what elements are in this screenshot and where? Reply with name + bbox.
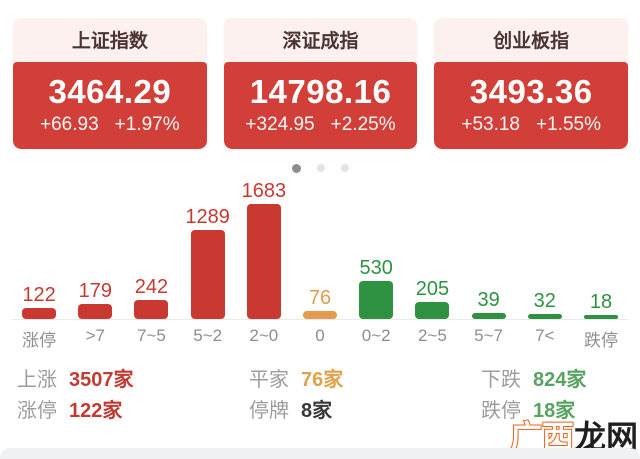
chart-column[interactable]: 1289 bbox=[180, 206, 236, 319]
index-card-body: 3464.29 +66.93 +1.97% bbox=[13, 62, 207, 149]
category-label: 2~5 bbox=[417, 326, 447, 345]
x-axis-line bbox=[11, 319, 629, 320]
chart-column[interactable]: 205 bbox=[404, 278, 460, 319]
summary-value: 8家 bbox=[301, 400, 333, 422]
index-name: 创业板指 bbox=[434, 18, 629, 64]
summary-label: 下跌 bbox=[481, 369, 521, 391]
index-value: 14798.16 bbox=[249, 73, 392, 111]
bar-value-label: 530 bbox=[359, 257, 393, 279]
next-section-edge bbox=[0, 448, 640, 459]
category-label: 7~5 bbox=[137, 326, 166, 345]
index-change-pct: +1.55% bbox=[536, 113, 601, 135]
carousel-dots bbox=[0, 163, 640, 173]
carousel-dot[interactable] bbox=[316, 164, 325, 172]
summary-value: 824家 bbox=[533, 369, 587, 391]
summary-value: 18家 bbox=[533, 400, 576, 422]
bar-value-label: 179 bbox=[78, 280, 112, 302]
bar-chart-plot: 122 179 242 1289 1683 76 530 205 39 32 18 bbox=[11, 178, 629, 319]
bar-chart-categories: 涨停 >7 7~5 5~2 2~0 0 0~2 2~5 5~7 7< 跌停 bbox=[11, 326, 629, 351]
category-label: 7< bbox=[535, 326, 555, 345]
bar[interactable] bbox=[303, 311, 338, 319]
index-card-body: 3493.36 +53.18 +1.55% bbox=[434, 62, 629, 149]
carousel-dot[interactable] bbox=[291, 163, 301, 173]
index-change-pct: +1.97% bbox=[114, 113, 180, 135]
category-label: 5~2 bbox=[193, 326, 223, 345]
chart-column[interactable]: 39 bbox=[461, 289, 517, 319]
carousel-dot[interactable] bbox=[340, 164, 349, 172]
summary-label: 跌停 bbox=[481, 400, 521, 422]
summary-value: 3507家 bbox=[69, 369, 134, 391]
bar-value-label: 1683 bbox=[241, 180, 287, 202]
index-name: 上证指数 bbox=[13, 18, 207, 64]
bar-value-label: 122 bbox=[22, 284, 56, 306]
summary-item: 下跌 824家 bbox=[481, 366, 640, 394]
chart-column[interactable]: 122 bbox=[11, 284, 67, 319]
bar-value-label: 205 bbox=[415, 278, 450, 300]
index-card-chinext[interactable]: 创业板指 3493.36 +53.18 +1.55% bbox=[434, 18, 629, 149]
summary-item: 涨停 122家 bbox=[17, 397, 249, 425]
summary-value: 76家 bbox=[301, 369, 344, 391]
bar[interactable] bbox=[134, 300, 169, 319]
watermark-solid-text: 龙网 bbox=[573, 419, 638, 455]
chart-column[interactable]: 242 bbox=[123, 276, 179, 319]
bar[interactable] bbox=[190, 230, 225, 319]
bar[interactable] bbox=[527, 314, 562, 319]
summary-label: 平家 bbox=[249, 369, 289, 391]
bar-value-label: 242 bbox=[134, 276, 169, 298]
bar-value-label: 1289 bbox=[185, 206, 230, 228]
summary-item: 停牌 8家 bbox=[249, 397, 481, 425]
bar[interactable] bbox=[246, 204, 281, 319]
bar-value-label: 76 bbox=[308, 287, 332, 309]
category-label: 2~0 bbox=[249, 326, 279, 345]
index-change-pct: +2.25% bbox=[330, 113, 396, 135]
bar[interactable] bbox=[359, 281, 394, 319]
index-change-row: +66.93 +1.97% bbox=[40, 114, 180, 136]
bar-value-label: 18 bbox=[589, 291, 613, 313]
summary-item: 平家 76家 bbox=[249, 366, 481, 394]
market-breadth-bar-chart: 122 179 242 1289 1683 76 530 205 39 32 18 涨停 >7 7~5 5… bbox=[0, 178, 640, 351]
bar[interactable] bbox=[415, 302, 450, 319]
chart-column[interactable]: 530 bbox=[348, 257, 404, 319]
index-value: 3493.36 bbox=[469, 73, 593, 111]
bar[interactable] bbox=[583, 315, 618, 319]
index-name: 深证成指 bbox=[223, 18, 418, 64]
summary-item: 跌停 18家 bbox=[481, 397, 640, 425]
summary-label: 上涨 bbox=[17, 369, 57, 391]
market-summary: 上涨 3507家 平家 76家 下跌 824家涨停 122家 停牌 8家 跌停 18家 bbox=[0, 366, 640, 425]
category-label: 0~2 bbox=[361, 326, 391, 345]
bar[interactable] bbox=[78, 304, 113, 319]
category-label: 跌停 bbox=[583, 331, 618, 350]
index-change: +66.93 bbox=[40, 113, 99, 135]
category-label: 5~7 bbox=[474, 326, 504, 345]
index-value: 3464.29 bbox=[48, 73, 172, 111]
bar[interactable] bbox=[22, 308, 57, 319]
category-label: >7 bbox=[85, 326, 105, 345]
index-change-row: +53.18 +1.55% bbox=[461, 114, 601, 136]
index-change-row: +324.95 +2.25% bbox=[245, 114, 395, 136]
index-card-carousel: 上证指数 3464.29 +66.93 +1.97% 深证成指 14798.16… bbox=[0, 0, 640, 149]
category-label: 0 bbox=[315, 326, 325, 345]
index-change: +53.18 bbox=[461, 113, 521, 135]
index-card-shanghai[interactable]: 上证指数 3464.29 +66.93 +1.97% bbox=[13, 18, 207, 149]
summary-value: 122家 bbox=[69, 400, 123, 422]
chart-column[interactable]: 76 bbox=[292, 287, 348, 319]
chart-column[interactable]: 18 bbox=[573, 291, 629, 319]
bar[interactable] bbox=[471, 313, 506, 319]
index-change: +324.95 bbox=[245, 113, 315, 135]
chart-column[interactable]: 179 bbox=[67, 280, 123, 319]
summary-label: 涨停 bbox=[17, 400, 57, 422]
bar-value-label: 32 bbox=[533, 290, 556, 312]
summary-label: 停牌 bbox=[249, 400, 289, 422]
index-card-body: 14798.16 +324.95 +2.25% bbox=[223, 62, 418, 149]
chart-column[interactable]: 32 bbox=[517, 290, 573, 319]
chart-column[interactable]: 1683 bbox=[236, 180, 292, 319]
category-label: 涨停 bbox=[22, 331, 57, 350]
bar-value-label: 39 bbox=[477, 289, 500, 311]
index-card-shenzhen[interactable]: 深证成指 14798.16 +324.95 +2.25% bbox=[223, 18, 418, 149]
summary-item: 上涨 3507家 bbox=[17, 366, 249, 394]
